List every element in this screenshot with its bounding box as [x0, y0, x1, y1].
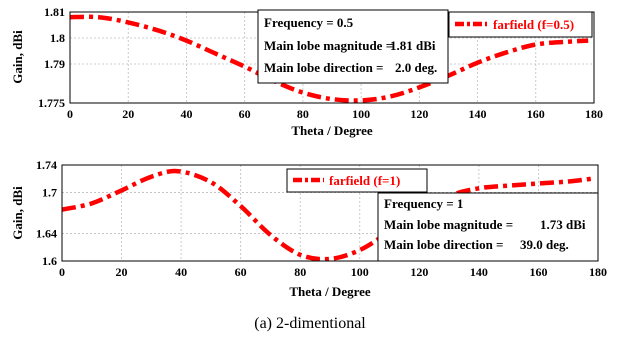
chart-bottom-legend-label: farfield (f=1)	[329, 173, 400, 188]
chart-top-xtick-label: 20	[122, 107, 134, 121]
chart-top-xlabel: Theta / Degree	[291, 123, 373, 138]
chart-top-curve	[69, 14, 589, 103]
chart-top-legend-frame	[448, 11, 593, 38]
chart-top-xtick-label: 0	[67, 107, 73, 121]
chart-top-info-frequency: Frequency = 0.5	[264, 15, 354, 30]
chart-bottom-xtick-label: 100	[351, 265, 369, 279]
chart-bottom-infobox-frame	[377, 192, 599, 262]
chart-top-legend-label: farfield (f=0.5)	[493, 17, 574, 32]
chart-bottom-xtick-label: 160	[529, 265, 547, 279]
chart-top-ytick-label: 1.8	[50, 31, 65, 45]
chart-bottom-yticks: 1.6 1.64 1.7 1.74	[36, 158, 57, 268]
chart-bottom-xlabel: Theta / Degree	[289, 284, 371, 299]
chart-top-xtick-label: 40	[180, 107, 192, 121]
chart-top-yticks: 1.775 1.79 1.8 1.81	[38, 5, 65, 110]
chart-top-ytick-label: 1.81	[44, 5, 65, 19]
chart-bottom-info-direction-value: 39.0 deg.	[520, 237, 569, 252]
chart-top-xtick-label: 140	[469, 107, 487, 121]
figure-caption: (a) 2-dimentional	[254, 315, 366, 332]
chart-bottom-xtick-label: 80	[294, 265, 306, 279]
chart-top-ytick-label: 1.79	[44, 57, 65, 71]
chart-bottom-info-frequency: Frequency = 1	[384, 196, 463, 211]
chart-top-xtick-label: 120	[410, 107, 428, 121]
chart-bottom-xtick-label: 180	[589, 265, 607, 279]
chart-top-xtick-label: 100	[352, 107, 370, 121]
chart-bottom-xtick-label: 20	[116, 265, 128, 279]
chart-bottom-ytick-label: 1.74	[36, 158, 57, 172]
chart-top-ylabel: Gain, dBi	[10, 30, 25, 84]
chart-top: 0 20 40 60 80 100 120 140 160 180 1.775 1.79 1.8 1.8…	[10, 5, 603, 138]
chart-top-xtick-label: 80	[297, 107, 309, 121]
chart-bottom-curve	[61, 168, 593, 262]
chart-top-legend: farfield (f=0.5)	[448, 11, 593, 38]
chart-top-infobox: Frequency = 0.5 Main lobe magnitude = 1.…	[257, 9, 449, 84]
chart-bottom-xtick-label: 140	[470, 265, 488, 279]
chart-bottom-xtick-label: 40	[175, 265, 187, 279]
chart-bottom-info-magnitude-value: 1.73 dBi	[540, 217, 586, 232]
chart-bottom-ytick-label: 1.6	[42, 254, 57, 268]
chart-bottom-xtick-label: 0	[59, 265, 65, 279]
chart-top-info-direction-value: 2.0 deg.	[395, 60, 437, 75]
chart-bottom: 0 20 40 60 80 100 120 140 160 180 1.61.641.71.74 …	[10, 158, 607, 299]
chart-bottom-legend: farfield (f=1)	[286, 168, 428, 193]
chart-top-info-magnitude-value: 1.81 dBi	[390, 38, 436, 53]
chart-top-ytick-label: 1.775	[38, 96, 65, 110]
chart-bottom-info-magnitude-label: Main lobe magnitude =	[384, 217, 513, 232]
chart-bottom-ylabel: Gain, dBi	[10, 186, 25, 240]
chart-bottom-legend-frame	[286, 168, 428, 193]
chart-top-xtick-label: 160	[527, 107, 545, 121]
chart-bottom-ytick-label: 1.7	[42, 185, 57, 199]
chart-bottom-xtick-label: 120	[410, 265, 428, 279]
chart-bottom-info-direction-label: Main lobe direction =	[384, 237, 503, 252]
chart-bottom-ytick-label: 1.64	[36, 227, 57, 241]
chart-top-xtick-label: 60	[239, 107, 251, 121]
chart-top-xticks: 0 20 40 60 80 100 120 140 160 180	[67, 107, 603, 121]
chart-bottom-xtick-label: 60	[235, 265, 247, 279]
chart-bottom-xticks: 0 20 40 60 80 100 120 140 160 180	[59, 265, 607, 279]
chart-top-info-direction-label: Main lobe direction =	[264, 60, 383, 75]
chart-top-xtick-label: 180	[585, 107, 603, 121]
chart-top-infobox-frame	[257, 9, 449, 84]
chart-top-info-magnitude-label: Main lobe magnitude =	[264, 38, 393, 53]
chart-bottom-infobox: Frequency = 1 Main lobe magnitude = 1.73…	[377, 192, 599, 262]
